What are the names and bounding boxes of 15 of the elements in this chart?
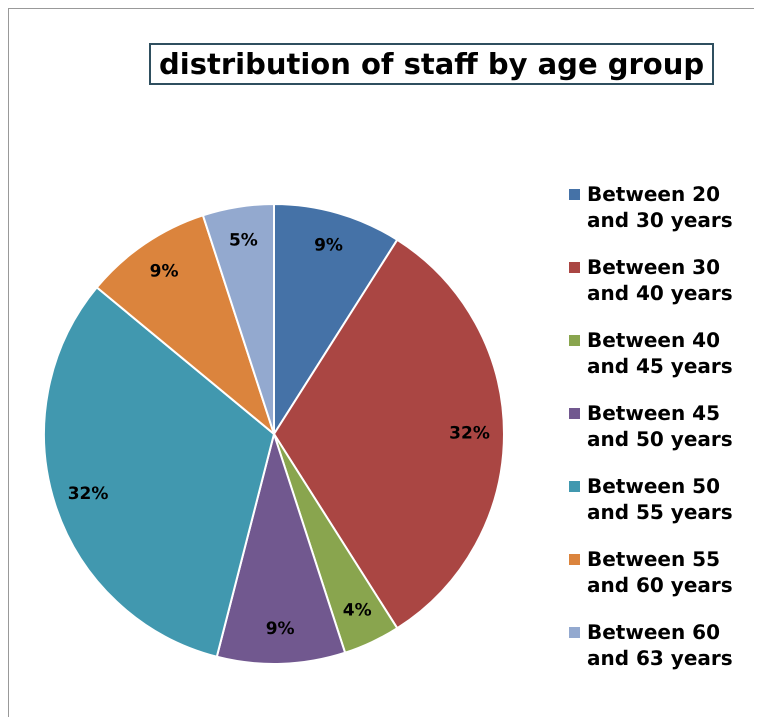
legend-label: Between 45 and 50 years bbox=[587, 400, 734, 452]
data-label: 32% bbox=[68, 484, 108, 504]
legend-label: Between 40 and 45 years bbox=[587, 327, 734, 379]
data-label: 5% bbox=[228, 230, 258, 250]
data-label: 9% bbox=[150, 262, 179, 282]
chart-title: distribution of staff by age group bbox=[149, 43, 714, 85]
legend-label: Between 60 and 63 years bbox=[587, 619, 734, 671]
data-label: 4% bbox=[342, 600, 372, 620]
legend-label: Between 55 and 60 years bbox=[587, 546, 734, 598]
legend-label: Between 30 and 40 years bbox=[587, 254, 734, 306]
data-label: 9% bbox=[314, 236, 343, 256]
legend-label: Between 50 and 55 years bbox=[587, 473, 734, 525]
data-label: 32% bbox=[449, 423, 490, 444]
data-label: 9% bbox=[266, 618, 295, 639]
legend-label: Between 20 and 30 years bbox=[587, 181, 734, 233]
